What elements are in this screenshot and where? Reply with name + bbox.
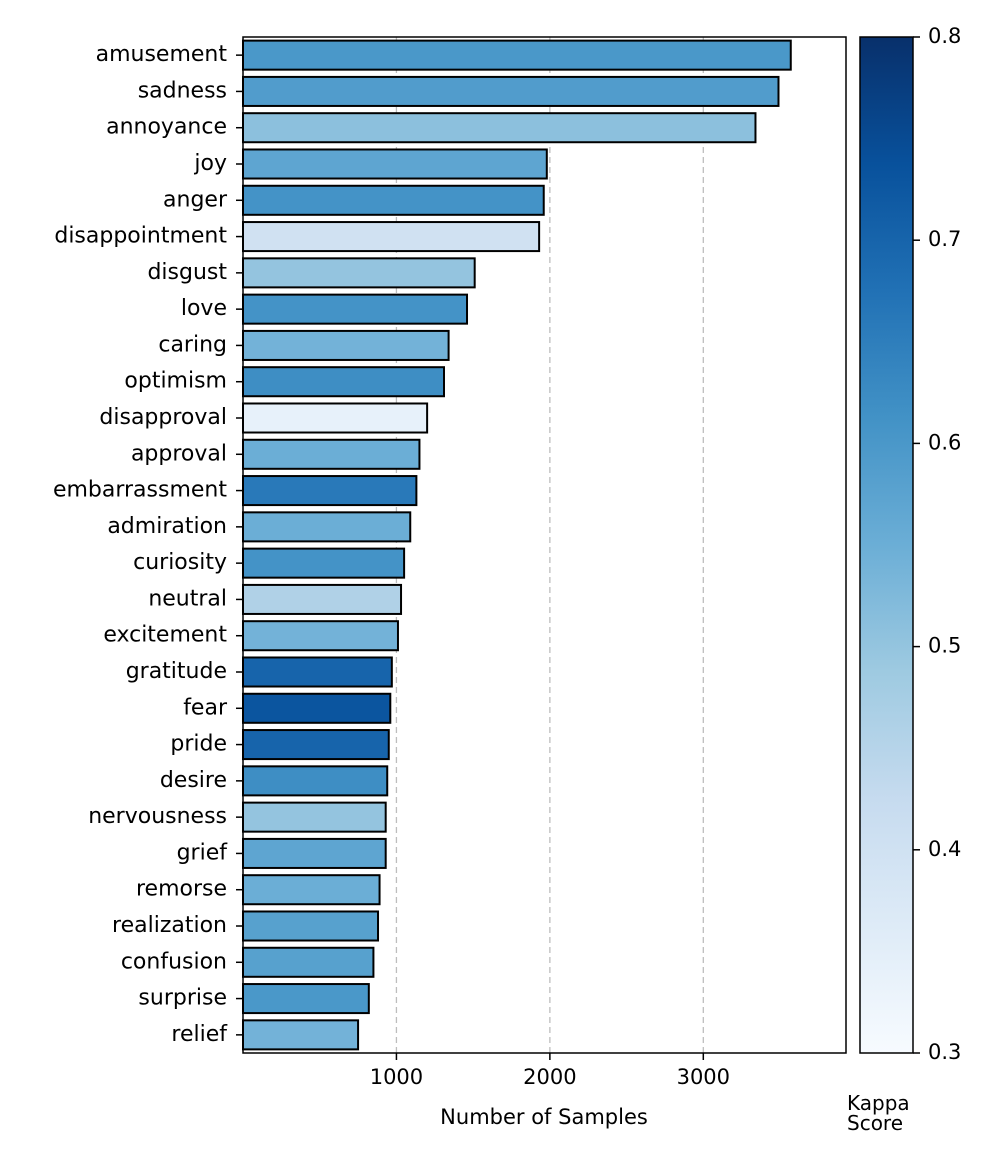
bar-nervousness xyxy=(242,801,387,833)
category-label: remorse xyxy=(136,877,227,902)
bar-disappointment xyxy=(242,221,541,253)
category-label: surprise xyxy=(138,986,227,1011)
category-label: approval xyxy=(131,441,227,466)
bar-curiosity xyxy=(242,547,406,579)
category-label: caring xyxy=(158,332,227,357)
bar-caring xyxy=(242,329,450,361)
category-label: fear xyxy=(183,695,228,720)
category-label: desire xyxy=(160,768,227,793)
bar-realization xyxy=(242,910,380,942)
bars xyxy=(242,39,792,1051)
x-axis: 1000 2000 3000 xyxy=(370,1053,730,1089)
category-label: amusement xyxy=(96,42,228,67)
category-label: grief xyxy=(177,840,229,865)
bar-remorse xyxy=(242,874,381,906)
category-label: realization xyxy=(112,913,227,938)
bar-pride xyxy=(242,729,390,761)
x-tick-label: 1000 xyxy=(370,1065,423,1089)
category-labels: amusement sadness annoyance joy anger disappo… xyxy=(53,42,243,1047)
x-tick-label: 2000 xyxy=(523,1065,576,1089)
x-tick-label: 3000 xyxy=(677,1065,730,1089)
colorbar-tick-label: 0.5 xyxy=(928,634,961,658)
bar-excitement xyxy=(242,620,399,652)
bar-gratitude xyxy=(242,656,393,688)
colorbar-title-line2: Score xyxy=(847,1111,903,1135)
category-label: annoyance xyxy=(106,115,227,140)
bar-approval xyxy=(242,438,421,470)
bar-annoyance xyxy=(242,112,757,144)
category-label: relief xyxy=(171,1022,228,1047)
colorbar-tick-label: 0.8 xyxy=(928,24,961,48)
bar-embarrassment xyxy=(242,475,418,507)
bar-disapproval xyxy=(242,402,429,434)
category-label: disgust xyxy=(147,260,227,285)
bar-admiration xyxy=(242,511,412,543)
bar-desire xyxy=(242,765,389,797)
colorbar-tick-label: 0.4 xyxy=(928,837,961,861)
plot-frame xyxy=(242,36,847,1054)
colorbar xyxy=(859,36,914,1054)
category-label: embarrassment xyxy=(53,478,227,503)
colorbar-tick-label: 0.6 xyxy=(928,430,961,454)
category-label: curiosity xyxy=(133,550,227,575)
bar-surprise xyxy=(242,983,370,1015)
category-label: optimism xyxy=(124,369,227,394)
bar-relief xyxy=(242,1019,360,1051)
bar-disgust xyxy=(242,257,476,289)
category-label: disapproval xyxy=(99,405,227,430)
category-label: nervousness xyxy=(88,804,227,829)
category-label: joy xyxy=(193,151,227,176)
category-label: confusion xyxy=(121,949,227,974)
x-axis-title: Number of Samples xyxy=(440,1105,648,1129)
colorbar-tick-label: 0.3 xyxy=(928,1040,961,1064)
bar-love xyxy=(242,293,469,325)
colorbar-ticks: 0.3 0.4 0.5 0.6 0.7 0.8 xyxy=(913,24,961,1064)
colorbar-tick-label: 0.7 xyxy=(928,227,961,251)
category-label: excitement xyxy=(103,623,227,648)
category-label: admiration xyxy=(107,514,227,539)
bar-confusion xyxy=(242,946,375,978)
bar-neutral xyxy=(242,583,403,615)
bar-fear xyxy=(242,692,392,724)
category-label: gratitude xyxy=(126,659,227,684)
bar-anger xyxy=(242,184,545,216)
bar-joy xyxy=(242,148,548,180)
category-label: sadness xyxy=(138,78,227,103)
colorbar-title-line1: Kappa xyxy=(847,1091,910,1115)
bar-grief xyxy=(242,837,387,869)
bar-optimism xyxy=(242,366,445,398)
category-label: disappointment xyxy=(54,224,227,249)
category-label: pride xyxy=(170,732,227,757)
bar-sadness xyxy=(242,75,780,107)
category-label: anger xyxy=(163,187,228,212)
category-label: love xyxy=(181,296,227,321)
category-label: neutral xyxy=(148,586,227,611)
bar-amusement xyxy=(242,39,792,71)
